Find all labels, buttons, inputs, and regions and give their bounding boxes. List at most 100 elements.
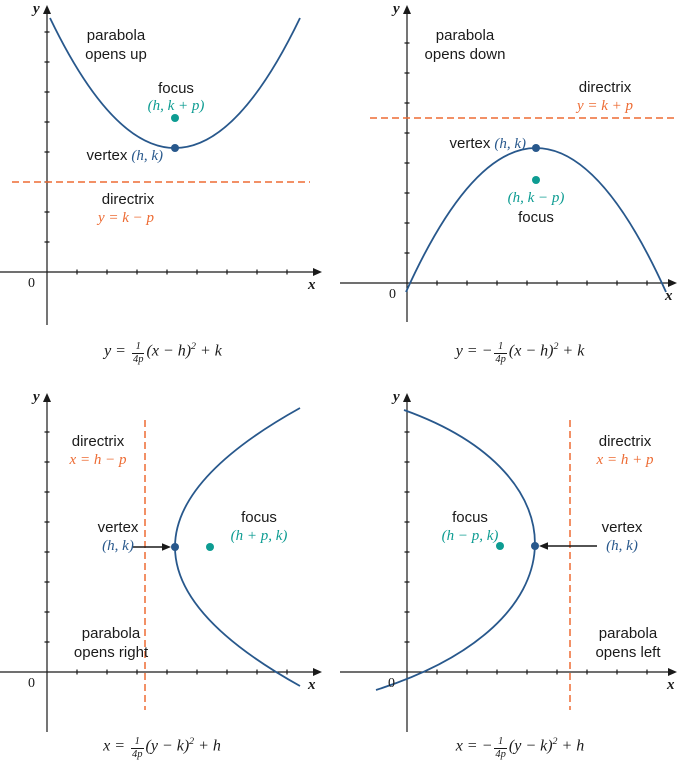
origin-label: 0 (389, 287, 396, 302)
panel-opens-right: y x 0 directrix x = h − p vertex (h, k) … (0, 384, 340, 768)
focus-label: focus (452, 509, 488, 526)
vertex-word: vertex (97, 519, 139, 536)
vertex-word: vertex (86, 147, 128, 164)
directrix-equation: x = h − p (69, 452, 127, 468)
origin-label: 0 (28, 676, 35, 691)
panel-opens-left: y x 0 directrix x = h + p focus (h − p, … (340, 384, 680, 768)
vertex-point (532, 144, 540, 152)
fraction-numerator: 1 (494, 736, 507, 750)
fraction-denominator: 4p (132, 354, 144, 366)
equation-fraction: 1 4p (131, 736, 144, 761)
focus-label: focus (518, 209, 554, 226)
x-axis-label: x (665, 288, 673, 304)
equation-tail: + k (196, 342, 222, 360)
vertex-label: vertex (h, k) (41, 146, 163, 166)
vertex-coordinates: (h, k) (606, 538, 638, 555)
y-axis-label: y (393, 1, 400, 17)
parabola-curve (174, 407, 301, 687)
y-axis-arrow-icon (403, 393, 411, 402)
equation-body: (x − h) (508, 342, 554, 360)
focus-coordinates: (h − p, k) (441, 528, 499, 544)
vertex-label: vertex (h, k) (572, 518, 672, 556)
equation-tail: + k (558, 342, 585, 360)
vertex-pointer-arrow-icon (539, 542, 548, 550)
equation-lhs: y = (455, 342, 482, 360)
opens-direction-label: parabola opens left (595, 625, 661, 662)
equation-sign: − (481, 342, 493, 360)
equation-tail: + h (557, 737, 585, 755)
y-axis-arrow-icon (43, 393, 51, 402)
focus-point (206, 543, 214, 551)
equation-exponent: 2 (189, 736, 195, 748)
opens-direction-label: parabola opens up (85, 27, 147, 64)
directrix-equation: y = k − p (97, 210, 155, 226)
equation-body: (y − k) (145, 737, 190, 755)
x-axis-arrow-icon (668, 279, 677, 287)
focus-label: focus (241, 509, 277, 526)
origin-label: 0 (388, 676, 395, 691)
equation-sign: − (481, 737, 493, 755)
y-axis-arrow-icon (403, 5, 411, 14)
x-axis-arrow-icon (668, 668, 677, 676)
fraction-numerator: 1 (494, 341, 507, 355)
graph-opens-left (340, 393, 677, 732)
x-axis-ticks (436, 669, 648, 675)
y-axis-ticks (44, 431, 50, 643)
directrix-label: directrix (578, 79, 632, 96)
y-axis-ticks (404, 42, 410, 254)
focus-label: focus (158, 80, 194, 97)
directrix-label: directrix (101, 191, 155, 208)
x-axis-label: x (308, 277, 316, 293)
vertex-pointer-arrow-icon (162, 543, 171, 551)
focus-coordinates: (h + p, k) (230, 528, 288, 544)
y-axis-arrow-icon (43, 5, 51, 14)
opens-direction-label: parabola opens down (424, 27, 506, 64)
vertex-point (171, 543, 179, 551)
x-axis-ticks (76, 669, 288, 675)
x-axis-arrow-icon (313, 668, 322, 676)
origin-label: 0 (28, 276, 35, 291)
vertex-coordinates: (h, k) (102, 538, 134, 555)
directrix-equation: x = h + p (596, 452, 654, 468)
x-axis-ticks (436, 280, 648, 286)
directrix-label: directrix (71, 433, 125, 450)
opens-direction-label: parabola opens right (73, 625, 149, 662)
vertex-coordinates: (h, k) (131, 148, 163, 164)
equation-body: (y − k) (508, 737, 553, 755)
graph-opens-up (0, 5, 322, 325)
x-axis-ticks (76, 269, 288, 275)
panel-opens-up: y x 0 parabola opens up focus (h, k + p)… (0, 0, 340, 384)
fraction-numerator: 1 (131, 341, 145, 355)
vertex-coordinates: (h, k) (494, 136, 526, 152)
axes (0, 400, 315, 732)
equation-lhs: x = (103, 737, 129, 755)
equation-body: (x − h) (146, 342, 192, 360)
graph-opens-down (340, 5, 677, 322)
y-axis-label: y (33, 1, 40, 17)
y-axis-label: y (33, 389, 40, 405)
vertex-label: vertex (h, k) (68, 518, 168, 556)
fraction-denominator: 4p (495, 354, 506, 366)
equation-lhs: x = (455, 737, 482, 755)
fraction-denominator: 4p (132, 749, 143, 761)
focus-point (171, 114, 179, 122)
focus-point (532, 176, 540, 184)
panel-equation: y = −1 4p (x − h)2 + k (370, 341, 670, 366)
focus-coordinates: (h, k + p) (147, 98, 205, 114)
x-axis-label: x (667, 677, 675, 693)
focus-point (496, 542, 504, 550)
vertex-label: vertex (h, k) (404, 134, 526, 154)
axes (0, 12, 315, 325)
graph-opens-right (0, 393, 322, 732)
vertex-point (531, 542, 539, 550)
focus-coordinates: (h, k − p) (507, 190, 565, 206)
y-axis-label: y (393, 389, 400, 405)
x-axis-arrow-icon (313, 268, 322, 276)
directrix-equation: y = k + p (576, 98, 634, 114)
vertex-point (171, 144, 179, 152)
parabola-curve (375, 409, 536, 691)
axes (340, 12, 670, 322)
fraction-denominator: 4p (495, 749, 506, 761)
directrix-label: directrix (598, 433, 652, 450)
